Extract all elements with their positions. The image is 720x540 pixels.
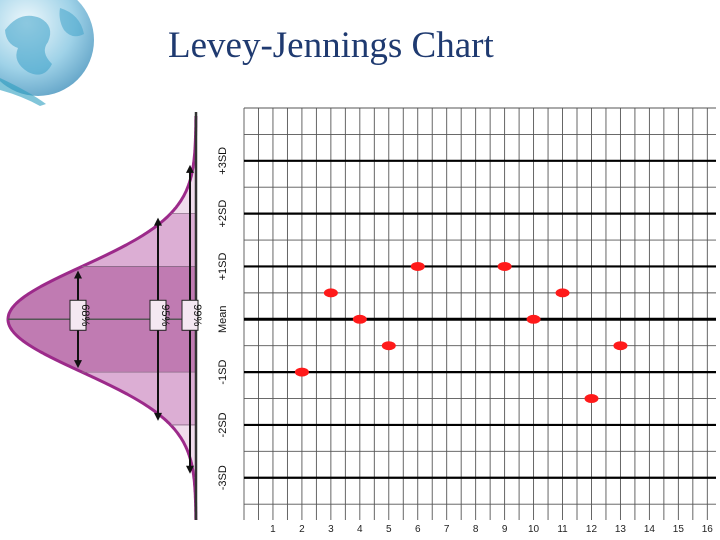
arrow-down-icon bbox=[74, 360, 82, 369]
pct-label-box bbox=[149, 299, 167, 331]
x-tick-label: 8 bbox=[473, 524, 479, 535]
x-tick-label: 4 bbox=[357, 524, 363, 535]
chart-grid bbox=[243, 107, 716, 520]
x-tick-label: 9 bbox=[502, 524, 508, 535]
data-point bbox=[381, 341, 396, 351]
sd-axis-label: -3SD bbox=[217, 465, 229, 490]
sd-axis-labels: +3SD +2SD +1SD Mean -1SD -2SD -3SD bbox=[217, 147, 229, 490]
x-tick-label: 10 bbox=[528, 524, 540, 535]
x-tick-label: 15 bbox=[673, 524, 685, 535]
slide-title: Levey-Jennings Chart bbox=[168, 25, 494, 66]
x-tick-label: 7 bbox=[444, 524, 450, 535]
data-point bbox=[584, 394, 599, 404]
pct-label: 95% bbox=[159, 304, 171, 326]
arrow-up-icon bbox=[186, 164, 194, 173]
x-tick-label: 11 bbox=[557, 524, 568, 535]
x-tick-label: 6 bbox=[415, 524, 421, 535]
x-tick-label: 1 bbox=[270, 524, 276, 535]
globe-land-shape bbox=[5, 15, 52, 75]
arrow-down-icon bbox=[186, 465, 194, 474]
x-tick-label: 3 bbox=[328, 524, 334, 535]
globe-logo bbox=[0, 0, 94, 106]
sd-axis-label: +1SD bbox=[217, 252, 229, 280]
x-tick-label: 12 bbox=[586, 524, 598, 535]
bell-curve-panel: 68% 95% 99% bbox=[6, 112, 203, 520]
pct-label-box bbox=[69, 299, 87, 331]
pct-label: 99% bbox=[191, 304, 203, 326]
pct-label-box bbox=[181, 299, 199, 331]
x-tick-label: 2 bbox=[299, 524, 305, 535]
globe-swoosh bbox=[0, 78, 46, 106]
sd-axis-label: -2SD bbox=[217, 412, 229, 437]
data-point bbox=[555, 288, 570, 298]
data-point bbox=[526, 314, 541, 324]
sd-axis-label: +3SD bbox=[217, 147, 229, 175]
data-point bbox=[497, 261, 512, 271]
globe-land-shape bbox=[59, 8, 84, 37]
sd-axis-label: -1SD bbox=[217, 360, 229, 385]
pct-label: 68% bbox=[79, 304, 91, 326]
x-tick-label: 14 bbox=[644, 524, 656, 535]
x-tick-label: 13 bbox=[615, 524, 627, 535]
data-points bbox=[294, 261, 628, 404]
data-point bbox=[410, 261, 425, 271]
arrow-up-icon bbox=[154, 217, 162, 226]
x-tick-label: 5 bbox=[386, 524, 392, 535]
x-tick-label: 16 bbox=[702, 524, 714, 535]
data-point bbox=[294, 367, 309, 377]
arrow-down-icon bbox=[154, 412, 162, 421]
sd-axis-label: +2SD bbox=[217, 200, 229, 228]
data-point bbox=[352, 314, 367, 324]
data-point bbox=[613, 341, 628, 351]
sd-control-lines bbox=[244, 159, 716, 479]
arrow-up-icon bbox=[74, 270, 82, 279]
data-point bbox=[323, 288, 338, 298]
x-tick-labels: 1 2 3 4 5 6 7 8 9 10 11 12 13 14 15 16 bbox=[270, 524, 713, 535]
sd-axis-label: Mean bbox=[217, 306, 229, 334]
